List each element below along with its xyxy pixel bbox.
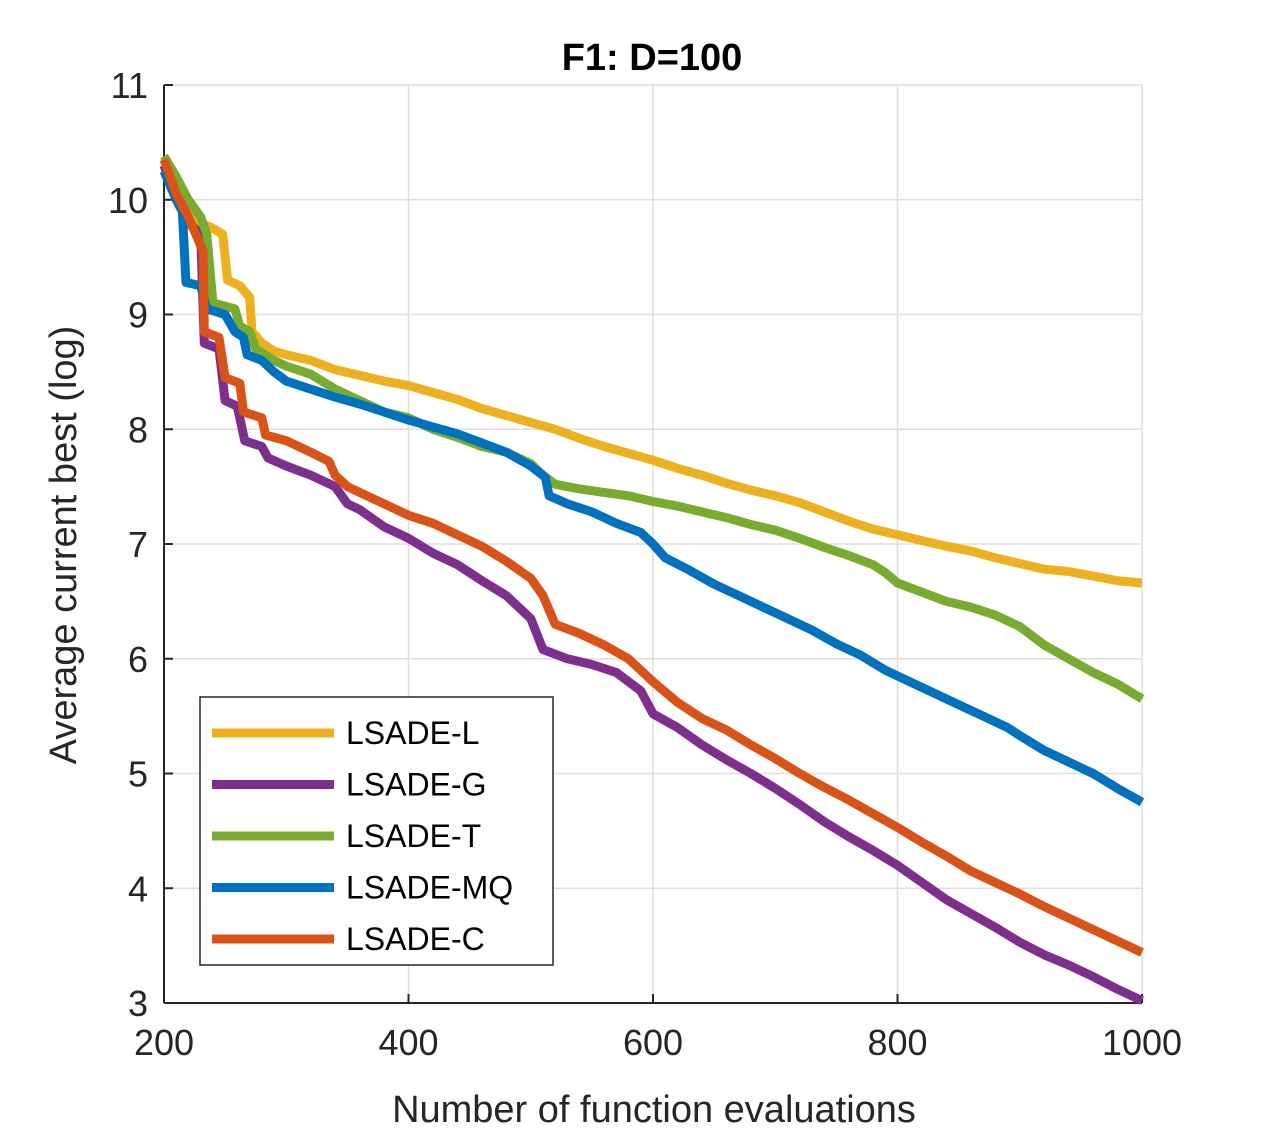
y-tick-label: 4: [128, 868, 148, 909]
legend: LSADE-L LSADE-G LSADE-T LSADE-MQ LSADE-C: [199, 696, 554, 966]
y-tick-label: 3: [128, 983, 148, 1024]
legend-label: LSADE-C: [346, 921, 485, 957]
y-tick-label: 6: [128, 639, 148, 680]
x-axis-label: Number of function evaluations: [392, 1089, 916, 1131]
tick-labels: 200 400 600 800 1000 3 4 5 6 7 8 9 10 11: [108, 65, 1182, 1063]
series-line-lsade-t: [160, 153, 1145, 703]
legend-label: LSADE-G: [346, 767, 486, 803]
y-axis-label: Average current best (log): [43, 326, 85, 765]
y-tick-label: 7: [128, 524, 148, 565]
y-tick-label: 5: [128, 754, 148, 795]
x-tick-label: 1000: [1102, 1022, 1182, 1063]
legend-label: LSADE-L: [346, 715, 479, 751]
series-line-lsade-c: [159, 158, 1144, 957]
x-tick-label: 400: [378, 1022, 438, 1063]
series-line-lsade-mq: [159, 169, 1145, 807]
legend-label: LSADE-T: [346, 818, 481, 854]
x-tick-label: 200: [134, 1022, 194, 1063]
y-tick-label: 8: [128, 409, 148, 450]
axes: [163, 84, 1143, 1004]
legend-label: LSADE-MQ: [346, 870, 513, 906]
y-tick-label: 9: [128, 295, 148, 336]
series-group: [159, 153, 1145, 1005]
legend-box: [199, 696, 554, 966]
series-line-lsade-l: [160, 157, 1143, 588]
y-tick-label: 10: [108, 180, 148, 221]
series-line-lsade-g: [159, 163, 1144, 1005]
chart-title: F1: D=100: [562, 37, 743, 79]
y-tick-label: 11: [111, 65, 148, 106]
x-tick-label: 800: [867, 1022, 927, 1063]
x-tick-label: 600: [623, 1022, 683, 1063]
